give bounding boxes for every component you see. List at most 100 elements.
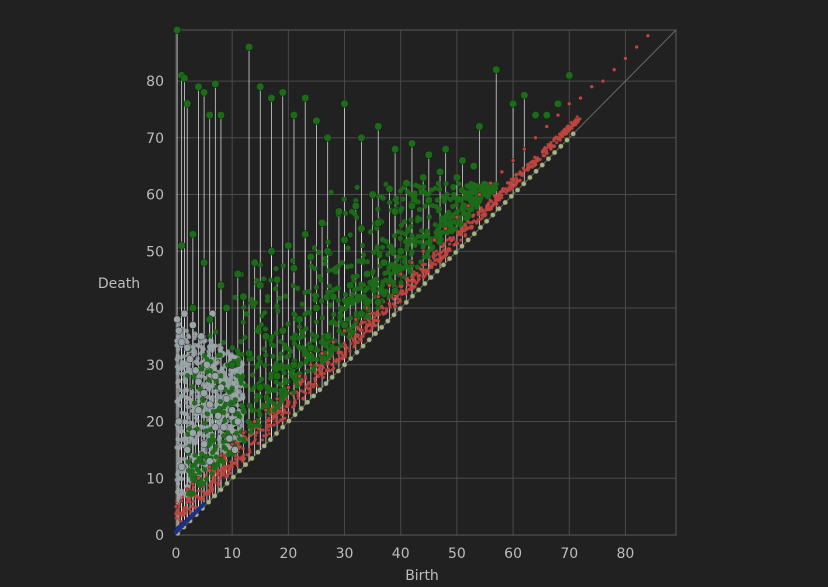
dim3-point (367, 298, 373, 304)
dim3-point (256, 408, 262, 414)
dim3-point (318, 218, 327, 227)
dim1-point (268, 423, 273, 427)
dim3-point (289, 335, 295, 341)
dim3-point (347, 232, 353, 238)
dim3-point (395, 229, 401, 235)
dim1-point (207, 489, 211, 493)
dim3-point (290, 258, 296, 264)
diagonal-bead (508, 193, 514, 199)
dim1-point (190, 504, 194, 509)
dim1-point (472, 219, 476, 223)
dim2-point (194, 406, 203, 414)
dim3-point (326, 283, 333, 289)
dim1-point (240, 457, 244, 461)
dim3-point (456, 181, 462, 187)
diagonal-bead (558, 143, 564, 149)
dim3-point (354, 293, 361, 299)
dim2-point (178, 364, 183, 369)
dim3-point (264, 386, 271, 393)
dim3-point (374, 122, 383, 131)
dim3-point (393, 262, 399, 268)
dim1-point (226, 472, 230, 476)
dim3-point (417, 239, 423, 245)
dim3-point (279, 366, 285, 372)
dim1-point (384, 307, 389, 311)
dim1-point (273, 415, 278, 419)
dim2-point (180, 309, 189, 318)
dim3-point (418, 228, 425, 234)
dim2-point (195, 418, 200, 423)
dim1-point (301, 396, 306, 400)
dim3-point (327, 302, 333, 308)
dim3-point (357, 133, 366, 142)
y-axis-label: Death (98, 276, 140, 292)
diagonal-bead (416, 287, 422, 293)
diagonal-bead (391, 312, 397, 318)
dim1-point (302, 390, 306, 394)
dim1-point (208, 483, 212, 488)
dim3-point (348, 315, 354, 321)
dim1-point (391, 302, 395, 306)
dim1-point (557, 137, 561, 141)
dim2-point (193, 440, 199, 446)
x-tick-label: 30 (336, 546, 354, 562)
dim3-point (253, 422, 259, 428)
dim2-point (240, 362, 245, 367)
dim2-point (184, 412, 190, 417)
dim1-point (420, 249, 426, 254)
dim3-point (351, 201, 360, 210)
dim1-point (436, 260, 441, 264)
dim3-point (261, 276, 267, 282)
dim3-point (217, 405, 223, 411)
dim3-point (451, 184, 457, 190)
dim1-point (502, 189, 506, 193)
dim1-point (445, 238, 450, 242)
dim1-point (342, 341, 346, 345)
dim3-point (268, 375, 274, 381)
dim3-point (466, 211, 472, 217)
dim3-point (432, 185, 438, 192)
dim3-point (346, 281, 355, 290)
dim2-point (185, 415, 191, 420)
dim3-point (196, 482, 202, 488)
dim3-point (236, 351, 242, 357)
dim2-point (177, 429, 183, 434)
dim2-point (207, 372, 212, 378)
dim2-point (235, 390, 240, 395)
dim1-point (514, 173, 518, 177)
dim3-point (278, 351, 284, 357)
y-tick-label: 20 (146, 415, 164, 431)
dim3-point (238, 339, 244, 345)
dim3-point (354, 273, 360, 279)
dim3-point (491, 185, 497, 191)
dim3-point (446, 209, 452, 215)
dim1-point (544, 124, 549, 129)
dim2-point (209, 419, 215, 424)
diagonal-bead (348, 355, 354, 362)
dim1-point (187, 506, 191, 511)
dim1-point (177, 502, 181, 506)
dim1-point (525, 163, 530, 167)
dim1-point (623, 56, 628, 61)
dim1-point (340, 353, 345, 357)
dim1-point (348, 349, 352, 353)
dim3-point (373, 281, 380, 287)
dim1-point (398, 271, 403, 277)
dim3-point (337, 315, 343, 321)
dim3-point (299, 301, 305, 307)
dim1-point (645, 33, 651, 38)
dim1-point (364, 305, 370, 311)
dim1-point (242, 456, 246, 460)
dim1-point (330, 362, 334, 367)
dim1-point (387, 283, 392, 288)
diagonal-bead (255, 449, 261, 455)
dim3-point (300, 345, 306, 351)
dim1-point (229, 442, 235, 447)
dim1-point (430, 264, 434, 268)
dim3-point (460, 211, 467, 217)
dim3-point (188, 472, 194, 478)
dim3-point (291, 389, 297, 396)
dim1-point (315, 383, 319, 388)
dim2-point (175, 417, 183, 426)
dim3-point (295, 285, 301, 291)
